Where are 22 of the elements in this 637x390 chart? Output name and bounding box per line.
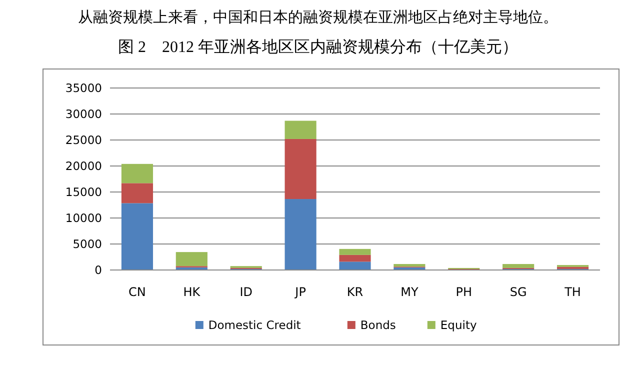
x-tick-label: CN (128, 285, 146, 299)
y-tick-label: 20000 (65, 159, 102, 174)
x-tick-label: PH (456, 285, 472, 299)
x-tick-label: SG (510, 285, 527, 299)
x-tick-label: KR (346, 285, 364, 299)
y-tick-label: 0 (94, 263, 102, 278)
x-tick-label: JP (294, 285, 306, 299)
legend-label: Equity (440, 318, 477, 332)
chart-title: 图 2 2012 年亚洲各地区区内融资规模分布（十亿美元） (118, 38, 518, 56)
x-tick-label: TH (564, 285, 581, 299)
y-tick-label: 25000 (65, 133, 102, 148)
x-tick-label: HK (183, 285, 202, 299)
legend-label: Domestic Credit (208, 318, 302, 332)
y-tick-label: 10000 (65, 211, 102, 226)
legend-label: Bonds (360, 318, 396, 332)
y-tick-label: 15000 (65, 185, 102, 200)
y-tick-label: 35000 (65, 81, 102, 96)
x-tick-label: MY (400, 285, 419, 299)
text: 从融资规模上来看，中国和日本的融资规模在亚洲地区占绝对主导地位。 (78, 9, 558, 26)
x-tick-label: ID (240, 285, 252, 299)
y-tick-label: 30000 (65, 107, 102, 122)
y-tick-label: 5000 (72, 237, 102, 252)
